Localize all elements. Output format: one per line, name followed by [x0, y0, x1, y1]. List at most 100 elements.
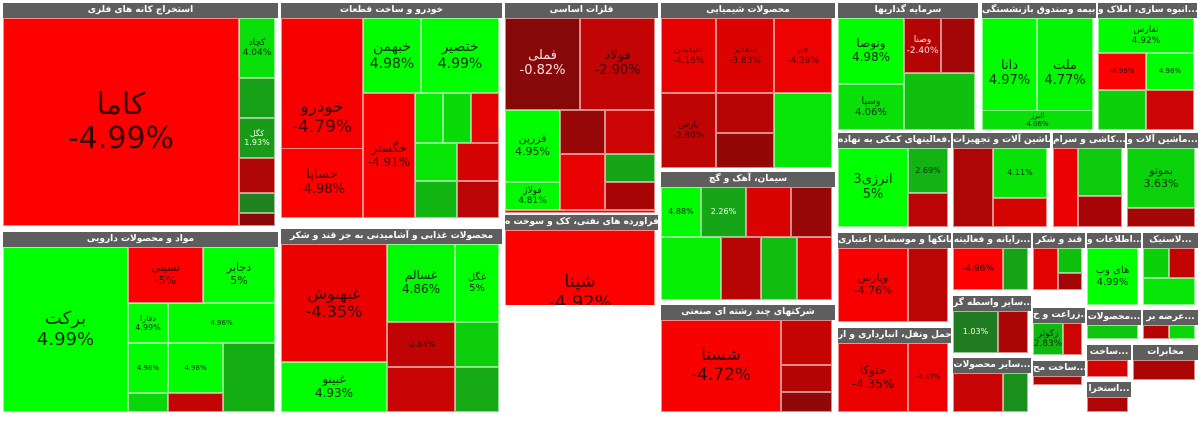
stock-tile[interactable]: [415, 181, 457, 218]
stock-tile[interactable]: [953, 148, 993, 227]
stock-tile[interactable]: [908, 193, 948, 227]
stock-tile[interactable]: کچاد 4.04%: [239, 18, 275, 78]
stock-tile[interactable]: [457, 181, 499, 218]
stock-tile[interactable]: [993, 198, 1047, 227]
stock-tile[interactable]: [721, 237, 761, 300]
stock-tile[interactable]: [239, 158, 275, 193]
stock-tile[interactable]: غگل 5%: [455, 244, 499, 322]
stock-tile[interactable]: برکت 4.99%: [3, 247, 128, 412]
stock-tile[interactable]: [605, 182, 655, 210]
stock-tile[interactable]: کاما -4.99%: [3, 18, 239, 226]
stock-tile[interactable]: 4.11%: [993, 148, 1047, 198]
stock-tile[interactable]: کگل 1.93%: [239, 118, 275, 158]
stock-tile[interactable]: شپنا -4.92%: [505, 230, 655, 305]
stock-tile[interactable]: [1033, 376, 1082, 385]
stock-tile[interactable]: خگستر -4.91%: [363, 93, 415, 218]
stock-tile[interactable]: [239, 213, 275, 226]
stock-tile[interactable]: وتوصا 4.98%: [838, 18, 904, 84]
stock-tile[interactable]: [443, 93, 471, 143]
stock-tile[interactable]: 4.88%: [661, 187, 701, 237]
stock-tile[interactable]: [746, 187, 791, 237]
stock-tile[interactable]: ثفارس 4.92%: [1098, 18, 1194, 53]
stock-tile[interactable]: -4.99%: [1098, 53, 1146, 90]
stock-tile[interactable]: حتوکا -4.35%: [838, 343, 908, 412]
stock-tile[interactable]: [1087, 325, 1138, 339]
stock-tile[interactable]: [605, 110, 655, 154]
stock-tile[interactable]: غسالم 4.86%: [387, 244, 455, 322]
stock-tile[interactable]: 2.69%: [908, 148, 948, 193]
stock-tile[interactable]: [168, 393, 223, 412]
stock-tile[interactable]: [239, 193, 275, 213]
stock-tile[interactable]: [781, 320, 832, 365]
stock-tile[interactable]: [128, 393, 168, 412]
stock-tile[interactable]: [1169, 248, 1195, 278]
stock-tile[interactable]: [1058, 273, 1082, 290]
stock-tile[interactable]: وسپا 4.06%: [838, 84, 904, 130]
stock-tile[interactable]: جم -4.39%: [774, 18, 832, 93]
stock-tile[interactable]: [1169, 325, 1195, 339]
stock-tile[interactable]: [781, 365, 832, 392]
stock-tile[interactable]: [761, 237, 797, 300]
stock-tile[interactable]: -2.84%: [387, 322, 455, 367]
stock-tile[interactable]: [560, 154, 605, 210]
stock-tile[interactable]: شغدیر -3.83%: [716, 18, 774, 93]
stock-tile[interactable]: دفارا 4.99%: [128, 303, 168, 343]
stock-tile[interactable]: -4.96%: [953, 248, 1003, 290]
stock-tile[interactable]: [1033, 248, 1058, 290]
stock-tile[interactable]: [1143, 325, 1169, 339]
stock-tile[interactable]: [560, 110, 605, 154]
stock-tile[interactable]: [941, 18, 975, 73]
stock-tile[interactable]: [716, 93, 774, 133]
stock-tile[interactable]: شپدیس -4.16%: [661, 18, 716, 93]
stock-tile[interactable]: [1087, 360, 1128, 377]
stock-tile[interactable]: [415, 143, 457, 181]
stock-tile[interactable]: 4.98%: [168, 343, 223, 393]
stock-tile[interactable]: تسینی -5%: [128, 247, 203, 303]
stock-tile[interactable]: [716, 133, 774, 168]
stock-tile[interactable]: [998, 311, 1028, 353]
stock-tile[interactable]: [1087, 397, 1128, 412]
stock-tile[interactable]: [953, 373, 1003, 412]
stock-tile[interactable]: [239, 78, 275, 118]
stock-tile[interactable]: [387, 367, 455, 412]
stock-tile[interactable]: [908, 248, 948, 322]
stock-tile[interactable]: فزرین 4.95%: [505, 110, 560, 182]
stock-tile[interactable]: پارس -2.80%: [661, 93, 716, 168]
stock-tile[interactable]: [415, 93, 443, 143]
stock-tile[interactable]: [471, 93, 499, 143]
stock-tile[interactable]: فولاژ 4.81%: [505, 182, 560, 210]
stock-tile[interactable]: خساپا -4.98%: [281, 148, 363, 218]
stock-tile[interactable]: غبهنوش -4.35%: [281, 244, 387, 362]
stock-tile[interactable]: [904, 73, 975, 130]
stock-tile[interactable]: [1143, 278, 1195, 305]
stock-tile[interactable]: بموتو 3.63%: [1127, 148, 1195, 208]
stock-tile[interactable]: فملی -0.82%: [505, 18, 580, 110]
stock-tile[interactable]: دجابر 5%: [203, 247, 275, 303]
stock-tile[interactable]: [1127, 208, 1195, 227]
stock-tile[interactable]: [1063, 323, 1082, 355]
stock-tile[interactable]: -4.47%: [908, 343, 948, 412]
stock-tile[interactable]: [1098, 90, 1146, 130]
stock-tile[interactable]: [774, 93, 832, 168]
stock-tile[interactable]: [1143, 248, 1169, 278]
stock-tile[interactable]: شستا -4.72%: [661, 320, 781, 412]
stock-tile[interactable]: غبینو 4.93%: [281, 362, 387, 412]
stock-tile[interactable]: البرز 4.06%: [982, 110, 1093, 130]
stock-tile[interactable]: 4.98%: [128, 343, 168, 393]
stock-tile[interactable]: [1133, 360, 1195, 380]
stock-tile[interactable]: فولاد -2.90%: [580, 18, 655, 110]
stock-tile[interactable]: 4.96%: [168, 303, 275, 343]
stock-tile[interactable]: 1.03%: [953, 311, 998, 353]
stock-tile[interactable]: [505, 210, 655, 213]
stock-tile[interactable]: [1053, 148, 1078, 227]
stock-tile[interactable]: [457, 143, 499, 181]
stock-tile[interactable]: [1146, 90, 1194, 130]
stock-tile[interactable]: [797, 237, 832, 300]
stock-tile[interactable]: [605, 154, 655, 182]
stock-tile[interactable]: وپارس -4.76%: [838, 248, 908, 322]
stock-tile[interactable]: [223, 343, 275, 412]
stock-tile[interactable]: 2.26%: [701, 187, 746, 237]
stock-tile[interactable]: انرژی3 5%: [838, 148, 908, 227]
stock-tile[interactable]: [781, 392, 832, 412]
stock-tile[interactable]: خبهمن 4.98%: [363, 18, 421, 93]
